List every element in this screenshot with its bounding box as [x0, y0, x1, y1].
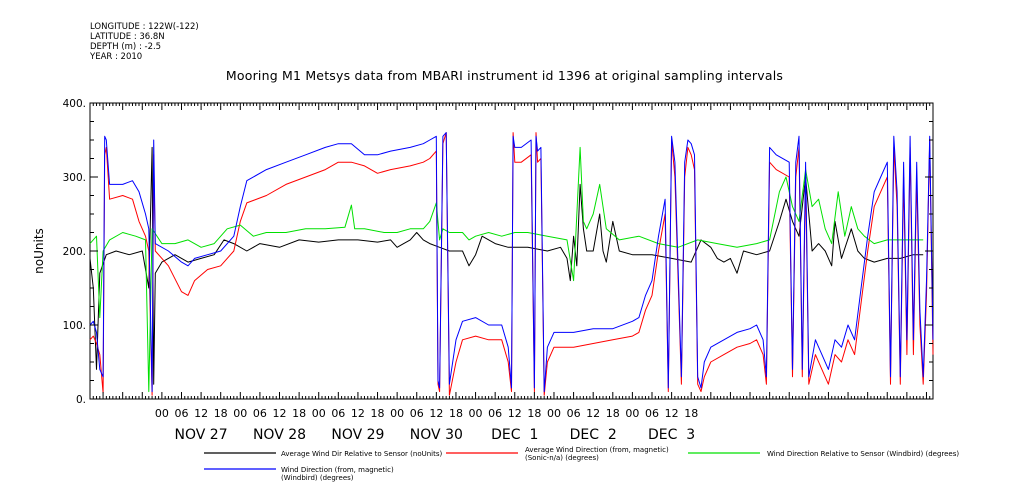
x-hour-label: 12	[351, 407, 365, 420]
x-hour-label: 12	[665, 407, 679, 420]
x-hour-label: 12	[194, 407, 208, 420]
x-hour-label: 12	[508, 407, 522, 420]
y-tick-label: 0.	[76, 394, 86, 406]
x-hour-label: 12	[429, 407, 443, 420]
x-hour-label: 00	[547, 407, 561, 420]
x-hour-label: 06	[253, 407, 267, 420]
x-day-label: NOV 30	[410, 427, 463, 443]
x-hour-label: 18	[684, 407, 698, 420]
x-hour-label: 00	[312, 407, 326, 420]
x-day-label: DEC 3	[648, 427, 695, 443]
y-tick-label: 100.	[63, 320, 86, 332]
y-tick-label: 200.	[63, 246, 86, 258]
year-label: YEAR : 2010	[90, 52, 143, 62]
x-hour-label: 00	[155, 407, 169, 420]
legend-label-black: Average Wind Dir Relative to Sensor (noU…	[281, 450, 443, 458]
series-line-3	[89, 132, 934, 393]
x-day-label: NOV 28	[253, 427, 306, 443]
x-hour-label: 06	[567, 407, 581, 420]
x-hour-label: 00	[625, 407, 639, 420]
x-hour-label: 06	[488, 407, 502, 420]
x-hour-label: 00	[469, 407, 483, 420]
legend-label-green: Wind Direction Relative to Sensor (Windb…	[767, 450, 960, 458]
y-tick-label: 400.	[63, 98, 86, 110]
depth-label: DEPTH (m) : -2.5	[90, 42, 162, 52]
longitude-label: LONGITUDE : 122W(-122)	[90, 22, 199, 32]
y-tick-label: 300.	[63, 172, 86, 184]
latitude-label: LATITUDE : 36.8N	[90, 32, 165, 42]
x-hour-label: 06	[331, 407, 345, 420]
metadata-block: LONGITUDE : 122W(-122) LATITUDE : 36.8N …	[90, 22, 199, 62]
x-hour-label: 18	[292, 407, 306, 420]
x-hour-label: 18	[527, 407, 541, 420]
series-line-1	[89, 132, 934, 396]
x-hour-label: 00	[390, 407, 404, 420]
x-day-label: DEC 2	[570, 427, 617, 443]
x-hour-label: 18	[214, 407, 228, 420]
x-hour-label: 00	[233, 407, 247, 420]
x-hour-label: 12	[273, 407, 287, 420]
legend-label-blue: Wind Direction (from, magnetic) (Windbir…	[281, 466, 394, 482]
x-day-label: NOV 29	[331, 427, 384, 443]
x-hour-label: 06	[410, 407, 424, 420]
legend-label-red: Average Wind Direction (from, magnetic) …	[525, 446, 669, 462]
x-hour-label: 18	[606, 407, 620, 420]
chart-title: Mooring M1 Metsys data from MBARI instru…	[225, 68, 784, 83]
series-line-0	[89, 146, 924, 385]
x-hour-label: 18	[449, 407, 463, 420]
series-line-2	[89, 146, 924, 393]
x-hour-label: 06	[174, 407, 188, 420]
x-day-label: DEC 1	[491, 427, 538, 443]
x-hour-label: 06	[645, 407, 659, 420]
x-hour-label: 18	[371, 407, 385, 420]
x-day-label: NOV 27	[175, 427, 228, 443]
x-hour-label: 12	[586, 407, 600, 420]
y-axis-label: noUnits	[32, 228, 46, 274]
